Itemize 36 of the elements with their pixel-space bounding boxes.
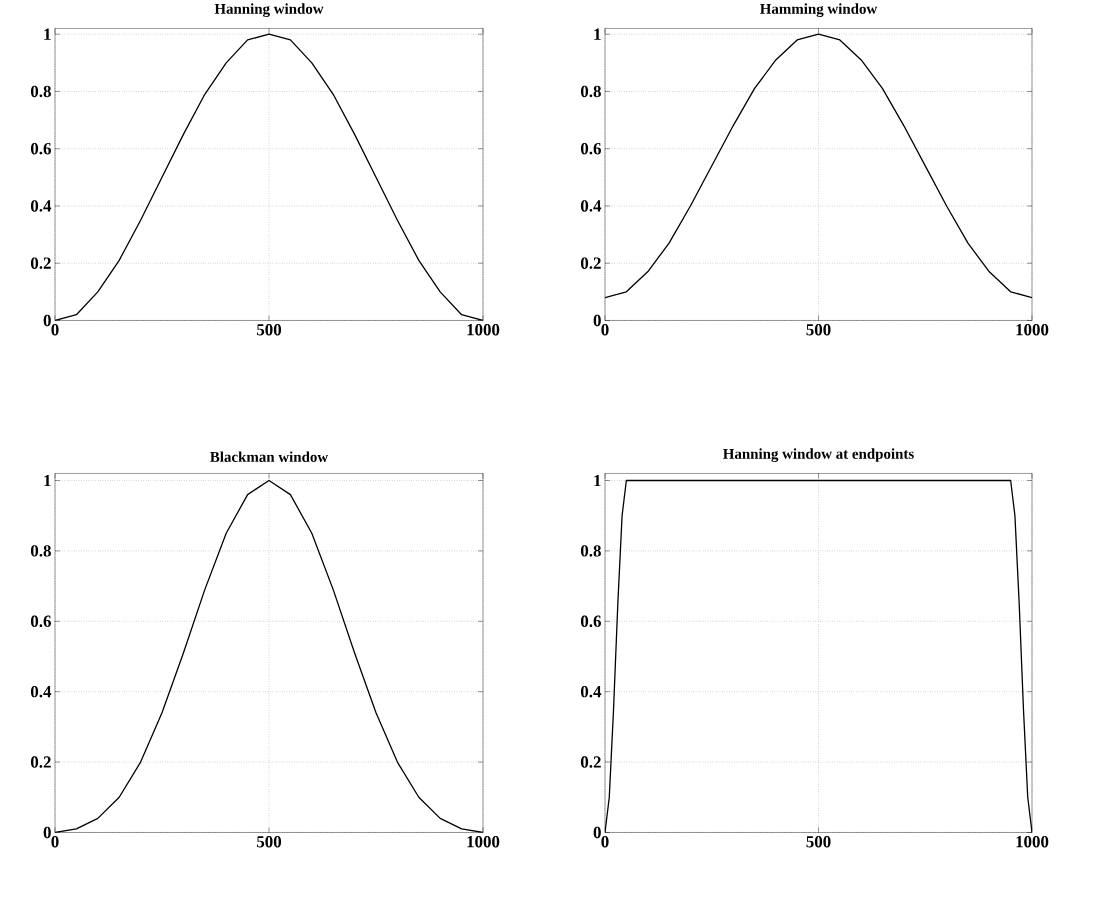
y-tick-label: 0.2 — [580, 756, 601, 768]
y-tick-label: 0.4 — [580, 685, 602, 698]
chart-title: Hanning window — [214, 3, 324, 17]
y-tick-label: 1 — [44, 28, 51, 40]
y-tick-label: 0 — [593, 314, 601, 326]
chart-title: Hamming window — [760, 3, 878, 17]
x-tick-label: 500 — [256, 323, 282, 336]
chart-title: Blackman window — [210, 451, 329, 462]
y-tick-label: 1 — [594, 28, 601, 40]
y-tick-label: 0.2 — [580, 257, 601, 269]
y-tick-label: 0 — [43, 314, 51, 326]
y-tick-label: 0.4 — [580, 199, 602, 212]
y-tick-label: 0.4 — [30, 199, 52, 212]
y-tick-label: 1 — [594, 474, 601, 486]
y-tick-label: 0.6 — [30, 615, 51, 627]
y-tick-label: 0.4 — [30, 685, 52, 698]
y-tick-label: 0.6 — [30, 142, 51, 155]
y-tick-label: 0.8 — [580, 544, 601, 557]
x-tick-label: 500 — [806, 323, 831, 336]
x-tick-label: 500 — [806, 835, 831, 848]
y-tick-label: 0.8 — [30, 544, 51, 557]
y-tick-label: 0.2 — [30, 257, 51, 269]
x-tick-label: 1000 — [467, 835, 500, 848]
y-tick-label: 0.2 — [30, 756, 51, 768]
y-tick-label: 0.6 — [580, 142, 601, 155]
x-tick-label: 1000 — [1016, 835, 1049, 848]
chart-title: Hanning window at endpoints — [723, 448, 914, 462]
x-tick-label: 1000 — [1016, 323, 1049, 336]
y-tick-label: 0.8 — [30, 85, 51, 97]
x-tick-label: 1000 — [467, 323, 500, 336]
y-tick-label: 0.6 — [580, 615, 601, 627]
y-tick-label: 0 — [593, 826, 601, 838]
y-tick-label: 1 — [44, 474, 51, 486]
y-tick-label: 0 — [43, 826, 51, 838]
x-tick-label: 500 — [256, 835, 282, 848]
y-tick-label: 0.8 — [580, 85, 601, 97]
